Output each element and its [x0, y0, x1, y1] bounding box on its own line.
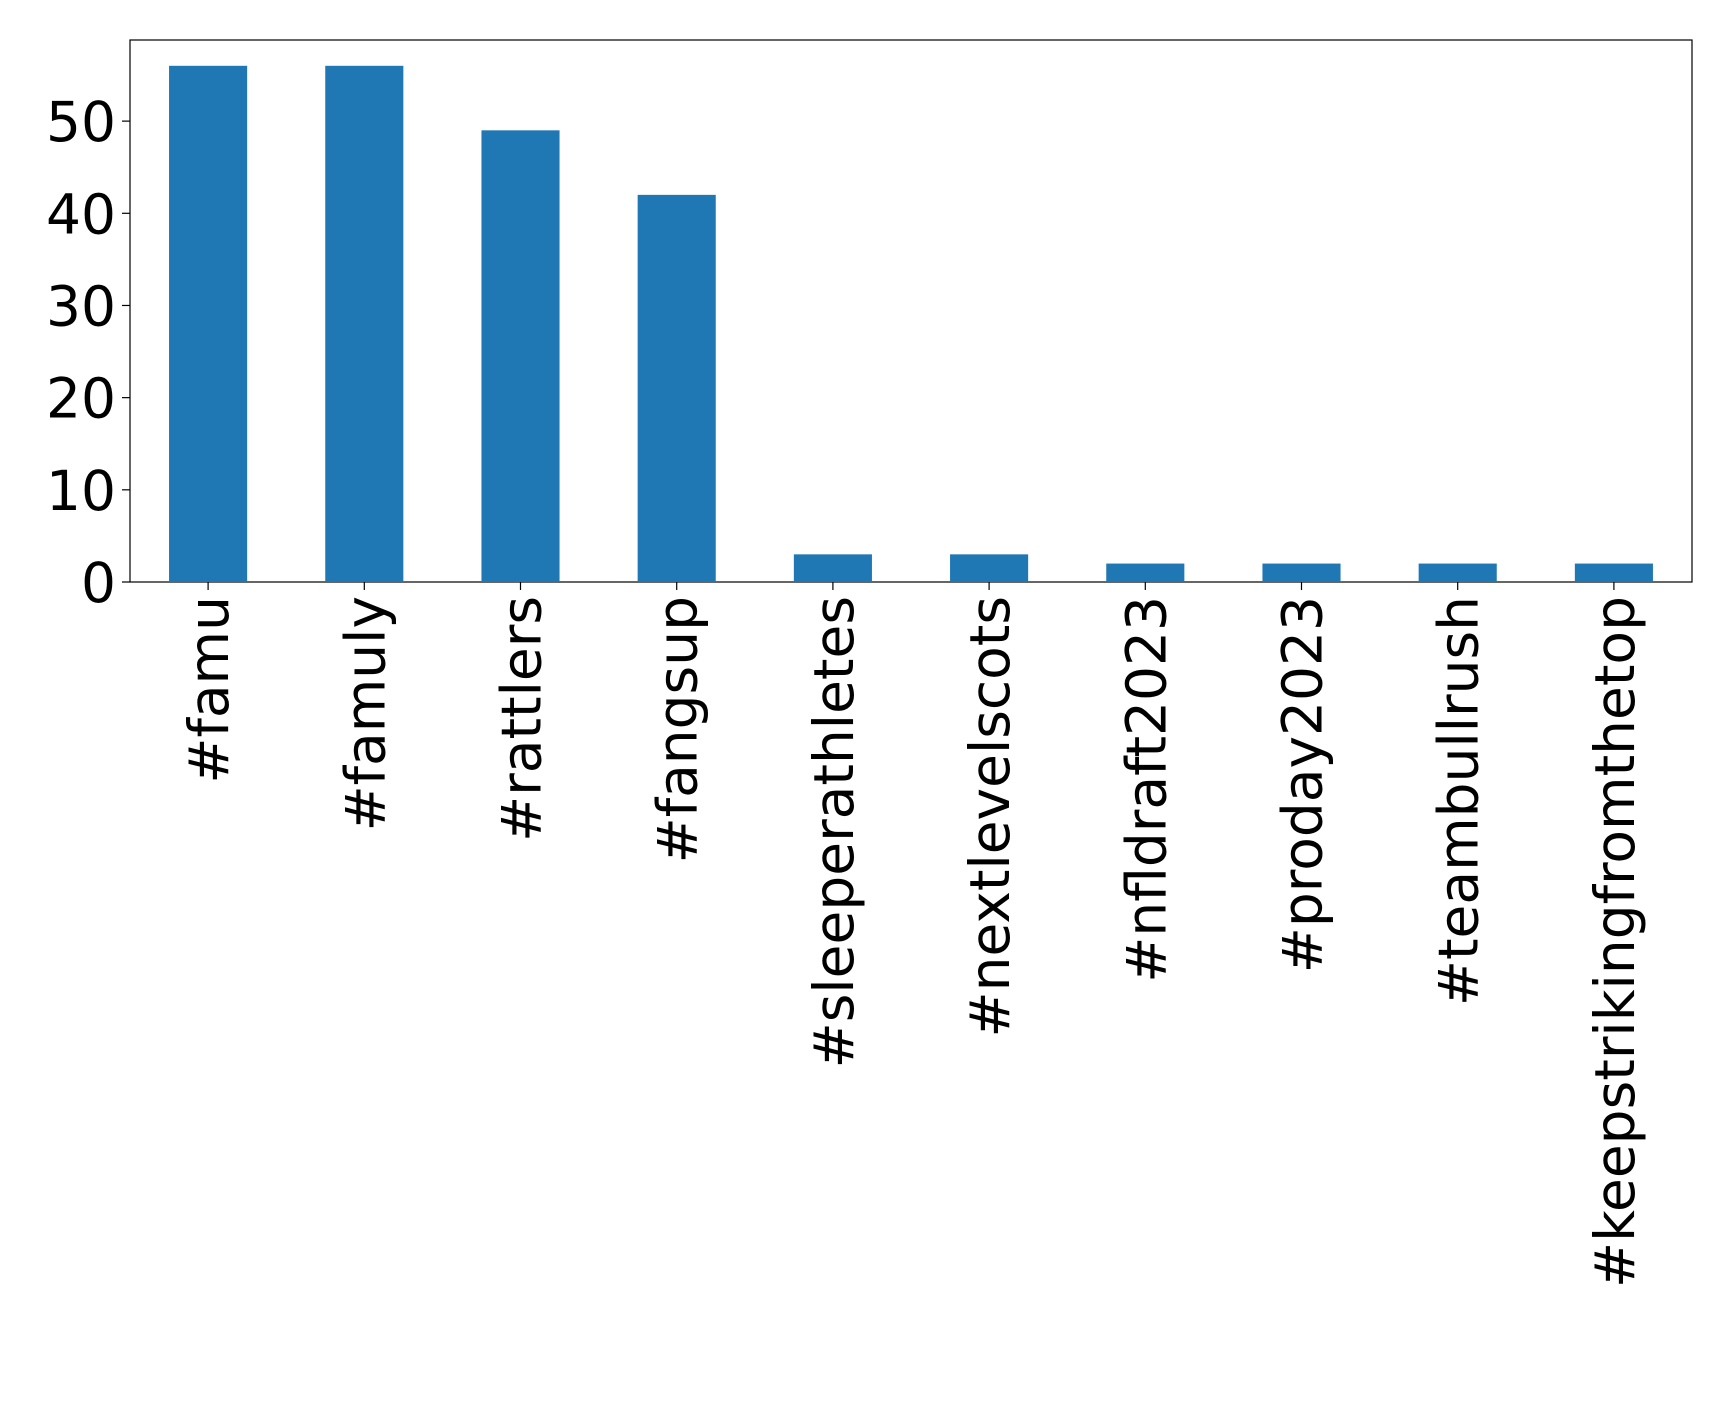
y-tick-label: 10: [46, 459, 116, 523]
y-tick-label: 20: [46, 367, 116, 431]
bar: [481, 130, 560, 583]
x-tick-label: #fangsup: [646, 596, 710, 863]
bar: [1262, 563, 1341, 582]
y-tick-label: 50: [46, 90, 116, 154]
x-tick-label: #famu: [177, 596, 241, 784]
y-tick-label: 0: [81, 551, 116, 615]
bar: [793, 554, 872, 582]
y-tick-label: 30: [46, 274, 116, 338]
bar: [1106, 563, 1185, 582]
plot-frame: [129, 39, 1693, 583]
bar: [169, 65, 248, 583]
x-tick-label: #rattlers: [490, 596, 554, 842]
y-tick-label: 40: [46, 182, 116, 246]
x-tick-label: #sleeperathletes: [802, 596, 866, 1068]
bar: [325, 65, 404, 583]
x-tick-label: #keepstrikingfromthetop: [1583, 596, 1647, 1288]
bar: [1574, 563, 1653, 582]
x-tick-label: #nfldraft2023: [1114, 596, 1178, 983]
x-tick-label: #famuly: [333, 596, 397, 831]
x-tick-label: #proday2023: [1271, 596, 1335, 973]
x-tick-label: #teambullrush: [1427, 596, 1491, 1006]
bar: [950, 554, 1029, 582]
bar: [637, 194, 716, 582]
x-tick-label: #nextlevelscots: [958, 596, 1022, 1037]
bar: [1418, 563, 1497, 582]
